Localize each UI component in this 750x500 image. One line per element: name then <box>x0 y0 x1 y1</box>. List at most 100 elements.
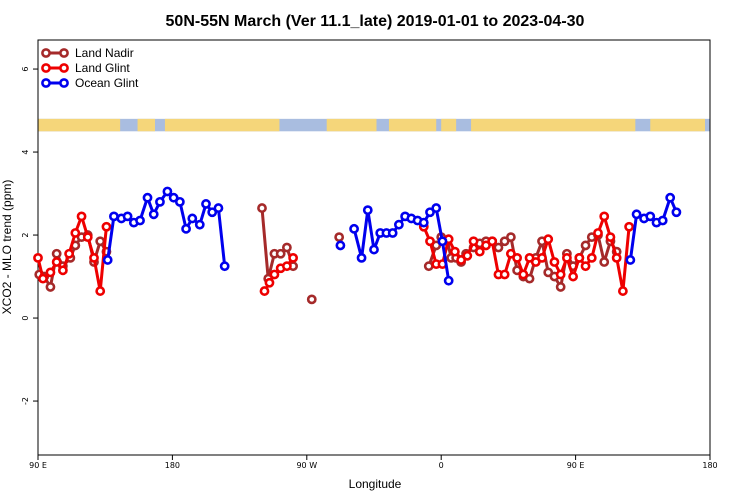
ocean-glint-point <box>369 244 379 255</box>
land-glint-point <box>518 269 529 280</box>
plot-frame <box>37 39 711 456</box>
land-glint-point <box>57 265 68 276</box>
land-nadir-point <box>423 261 434 272</box>
land-glint-point <box>70 228 81 238</box>
chart-title: 50N-55N March (Ver 11.1_late) 2019-01-01… <box>166 13 585 30</box>
ocean-glint-point <box>335 240 346 251</box>
ocean-glint-point <box>207 207 218 218</box>
legend-marker-land-nadir <box>59 48 69 58</box>
land-glint-point <box>537 252 547 263</box>
land-glint-point <box>281 261 292 272</box>
x-axis-label: Longitude <box>349 477 402 491</box>
legend-label-land-glint: Land Glint <box>75 61 130 75</box>
land-glint-point <box>568 271 579 282</box>
land-nadir-point <box>499 236 510 247</box>
ocean-glint-point <box>418 217 429 228</box>
ocean-glint-point <box>671 207 682 218</box>
land-nadir-point <box>257 203 267 213</box>
land-band <box>137 118 155 132</box>
land-nadir-point <box>505 232 516 243</box>
land-band <box>326 118 377 132</box>
land-glint-point <box>481 240 491 251</box>
series-land-glint <box>33 211 635 296</box>
ocean-glint-point <box>187 213 198 224</box>
ocean-glint-point <box>162 186 173 197</box>
x-axis: 90 E 180 90 W 0 90 E 180 <box>29 455 718 470</box>
y-tick-label: 2 <box>21 233 30 238</box>
land-glint-point <box>288 252 299 263</box>
ocean-glint-point <box>181 223 191 234</box>
legend-marker-land-glint <box>41 63 51 73</box>
land-glint-point <box>468 236 479 247</box>
land-nadir-point <box>275 248 286 259</box>
ocean-glint-point <box>109 211 119 222</box>
ocean-glint-point <box>387 228 398 238</box>
ocean-glint-point <box>102 255 113 265</box>
ocean-glint-point <box>168 192 179 203</box>
ocean-glint-point <box>356 252 367 263</box>
ocean-glint-point <box>155 196 165 207</box>
land-glint-point <box>499 269 510 280</box>
land-glint-point <box>95 286 106 296</box>
land-glint-point <box>605 232 616 243</box>
land-glint-point <box>64 248 75 259</box>
ocean-glint-point <box>645 211 656 222</box>
ocean-glint-line <box>628 196 678 261</box>
land-glint-point <box>574 252 585 263</box>
land-glint-point <box>593 228 603 238</box>
land-glint-point <box>38 273 48 284</box>
land-glint-point <box>487 236 498 247</box>
land-glint-point <box>617 286 628 296</box>
land-nadir-point <box>95 236 106 247</box>
land-glint-point <box>269 269 280 280</box>
legend-marker-ocean-glint <box>41 78 51 88</box>
x-tick-label: 180 <box>702 461 717 470</box>
land-glint-point <box>449 246 460 257</box>
series-land-nadir <box>34 203 622 305</box>
land-glint-point <box>462 250 473 261</box>
land-ocean-strip <box>38 118 710 132</box>
land-band <box>471 118 636 132</box>
ocean-glint-point <box>443 275 454 286</box>
land-band <box>164 118 280 132</box>
land-nadir-point <box>524 273 535 284</box>
ocean-glint-point <box>213 203 224 213</box>
series-ocean-glint <box>102 186 682 286</box>
land-glint-point <box>33 252 43 263</box>
land-glint-point <box>611 252 622 263</box>
land-glint-point <box>599 211 610 222</box>
land-glint-point <box>264 277 275 288</box>
x-tick-label: 0 <box>439 461 444 470</box>
ocean-glint-point <box>174 196 185 207</box>
land-glint-point <box>543 234 554 245</box>
land-glint-point <box>580 261 591 272</box>
land-glint-point <box>89 252 99 263</box>
y-tick-label: -2 <box>21 397 30 405</box>
ocean-glint-point <box>362 205 373 216</box>
legend-marker-land-nadir <box>41 48 51 58</box>
ocean-glint-point <box>135 215 145 226</box>
land-glint-point <box>259 286 270 296</box>
land-glint-point <box>524 252 535 263</box>
ocean-glint-point <box>631 209 642 220</box>
land-glint-point <box>555 269 566 280</box>
land-nadir-point <box>45 282 56 292</box>
land-glint-point <box>51 257 62 267</box>
land-nadir-point <box>493 242 504 253</box>
ocean-glint-point <box>625 255 636 265</box>
land-nadir-point <box>306 294 317 305</box>
ocean-glint-point <box>349 223 359 234</box>
land-glint-point <box>45 267 56 278</box>
land-glint-line <box>422 214 631 293</box>
land-glint-point <box>76 211 87 222</box>
ocean-glint-point <box>142 192 153 203</box>
land-glint-point <box>505 248 516 259</box>
y-tick-label: 4 <box>21 150 30 155</box>
legend-label-ocean-glint: Ocean Glint <box>75 76 139 90</box>
legend-label-land-nadir: Land Nadir <box>75 46 134 60</box>
ocean-glint-point <box>431 203 442 213</box>
land-glint-point <box>82 232 93 243</box>
ocean-glint-point <box>148 209 159 220</box>
x-tick-label: 90 E <box>29 461 47 470</box>
